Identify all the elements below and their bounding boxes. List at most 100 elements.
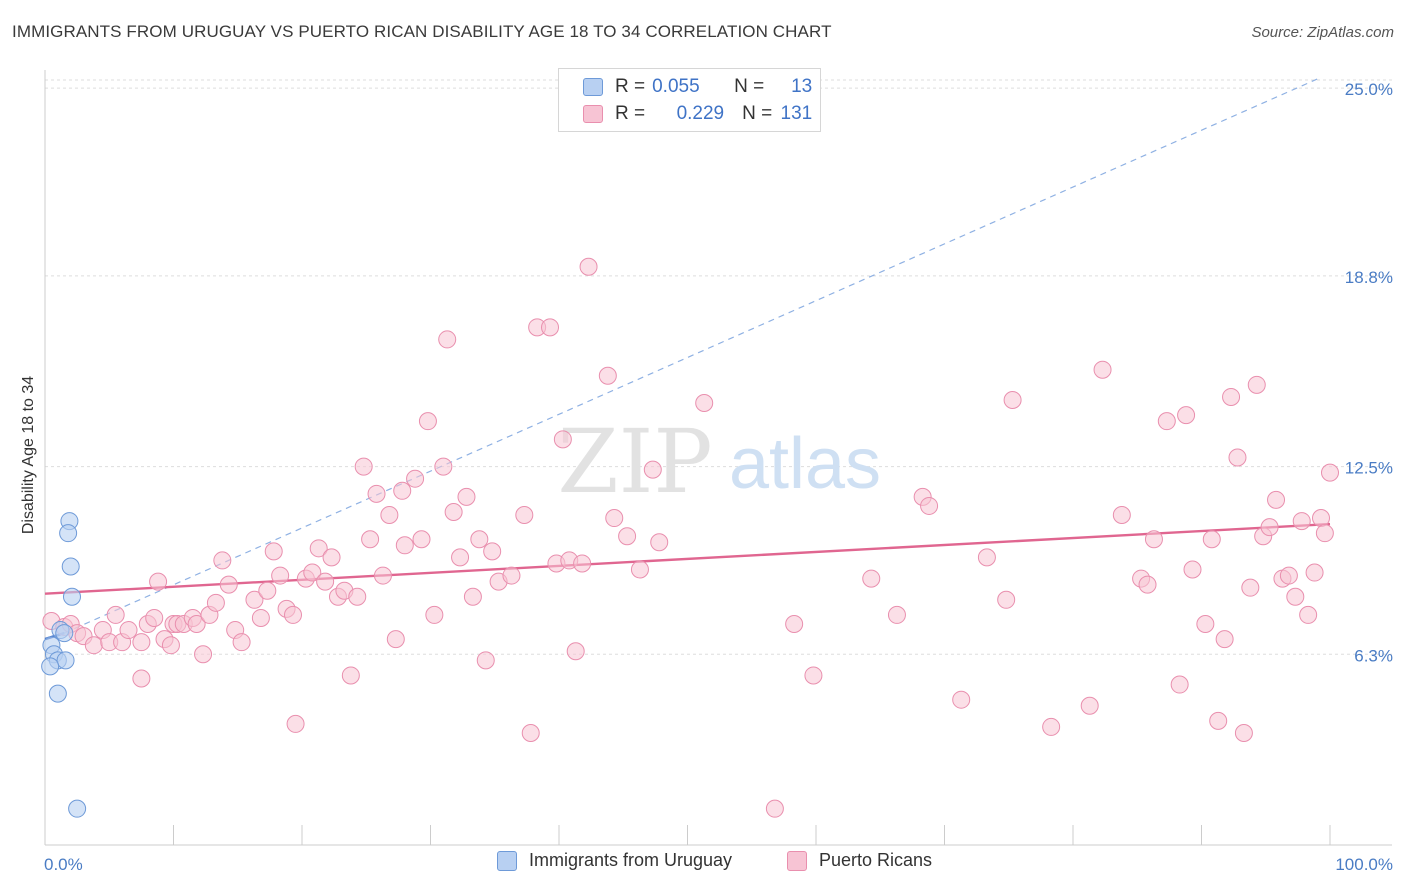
y-axis-label: Disability Age 18 to 34 [20, 376, 37, 534]
watermark: ZIP atlas [557, 410, 881, 513]
uruguay-point [55, 624, 74, 643]
uruguay-trend-dashed [64, 78, 1318, 634]
puerto-ricans-point [213, 551, 232, 570]
puerto-ricans-point [145, 608, 164, 627]
puerto-ricans-point [1157, 412, 1176, 431]
puerto-ricans-point [119, 621, 138, 640]
legend-n-value: 13 [791, 76, 813, 97]
legend-label-uruguay: Immigrants from Uruguay [529, 850, 733, 870]
legend-r-label: R = [615, 103, 646, 124]
puerto-ricans-point [264, 542, 283, 561]
source-credit: Source: ZipAtlas.com [1251, 24, 1394, 41]
axes [44, 70, 1392, 846]
puerto-ricans-point [303, 563, 322, 582]
puerto-ricans-point [132, 669, 151, 688]
puerto-ricans-point [451, 548, 470, 567]
puerto-ricans-point [476, 651, 495, 670]
puerto-ricans-point [643, 460, 662, 479]
puerto-ricans-point [434, 457, 453, 476]
legend-r-value: 0.055 [652, 76, 700, 97]
legend-r-label: R = [615, 76, 646, 97]
puerto-ricans-point [566, 642, 585, 661]
y-tick-label: 25.0% [1345, 80, 1393, 99]
puerto-ricans-point [618, 527, 637, 546]
uruguay-point [48, 684, 67, 703]
uruguay-swatch [583, 78, 603, 96]
tick-labels: 6.3% 12.5% 18.8% 25.0% 0.0% 100.0% [44, 80, 1393, 874]
puerto-ricans-point [1177, 406, 1196, 425]
puerto-ricans-point [1215, 630, 1234, 649]
uruguay-point [61, 557, 80, 576]
puerto-ricans-point [322, 548, 341, 567]
puerto-ricans-point [395, 536, 414, 555]
uruguay-point [59, 524, 78, 543]
puerto-ricans-point [1093, 360, 1112, 379]
puerto-ricans-point [444, 502, 463, 521]
chart-title: IMMIGRANTS FROM URUGUAY VS PUERTO RICAN … [12, 22, 832, 41]
puerto-ricans-point [1321, 463, 1339, 482]
puerto-ricans-point [380, 506, 399, 525]
stats-legend: R = 0.055 N = 13 R = 0.229 N = 131 [558, 68, 821, 132]
puerto-ricans-point [457, 487, 476, 506]
legend-n-label: N = [742, 103, 773, 124]
puerto-ricans-point [219, 575, 238, 594]
watermark-atlas: atlas [729, 424, 881, 504]
puerto-ricans-point [406, 469, 425, 488]
puerto-ricans-point [284, 605, 303, 624]
puerto-ricans-point [1112, 506, 1131, 525]
puerto-ricans-point [470, 530, 489, 549]
uruguay-point [62, 587, 81, 606]
puerto-ricans-swatch [583, 105, 603, 123]
legend-item-uruguay[interactable]: Immigrants from Uruguay [497, 850, 732, 871]
puerto-ricans-point [997, 590, 1016, 609]
puerto-ricans-point [502, 566, 521, 585]
puerto-ricans-point [316, 572, 335, 591]
puerto-ricans-point [483, 542, 502, 561]
puerto-ricans-point [271, 566, 290, 585]
puerto-ricans-point [1279, 566, 1298, 585]
uruguay-points [41, 512, 87, 818]
puerto-ricans-point [361, 530, 380, 549]
puerto-ricans-point [1080, 696, 1099, 715]
puerto-ricans-point [367, 484, 386, 503]
puerto-ricans-point [977, 548, 996, 567]
puerto-ricans-point [1042, 717, 1061, 736]
puerto-ricans-point [1299, 605, 1318, 624]
puerto-ricans-point [695, 394, 714, 413]
legend-row-uruguay: R = 0.055 N = 13 [583, 75, 812, 99]
puerto-ricans-point [194, 645, 213, 664]
legend-n-value: 131 [780, 103, 813, 124]
legend-label-puerto-ricans: Puerto Ricans [819, 850, 933, 870]
uruguay-point [68, 799, 87, 818]
x-tick-label: 0.0% [44, 855, 83, 874]
legend-r-value: 0.229 [676, 103, 725, 124]
puerto-ricans-point [1267, 490, 1286, 509]
puerto-ricans-point [553, 430, 572, 449]
puerto-ricans-point [132, 633, 151, 652]
y-tick-label: 18.8% [1345, 268, 1393, 287]
puerto-ricans-point [106, 605, 125, 624]
puerto-ricans-point [515, 506, 534, 525]
puerto-ricans-point [161, 636, 180, 655]
puerto-ricans-point [258, 581, 277, 600]
puerto-ricans-point [1305, 563, 1324, 582]
puerto-ricans-point [1183, 560, 1202, 579]
puerto-ricans-point [573, 554, 592, 573]
puerto-ricans-point [521, 723, 540, 742]
puerto-ricans-points [42, 257, 1339, 818]
puerto-ricans-point [1209, 711, 1228, 730]
puerto-ricans-point [206, 593, 225, 612]
puerto-ricans-point [952, 690, 971, 709]
puerto-ricans-point [149, 572, 168, 591]
puerto-ricans-point [187, 615, 206, 634]
puerto-ricans-point [373, 566, 392, 585]
puerto-ricans-point [1315, 524, 1334, 543]
puerto-ricans-point [1144, 530, 1163, 549]
puerto-ricans-point [579, 257, 598, 276]
puerto-ricans-swatch [787, 850, 807, 871]
legend-item-puerto-ricans[interactable]: Puerto Ricans [787, 850, 932, 871]
puerto-ricans-point [354, 457, 373, 476]
puerto-ricans-point [1170, 675, 1189, 694]
puerto-ricans-point [598, 366, 617, 385]
